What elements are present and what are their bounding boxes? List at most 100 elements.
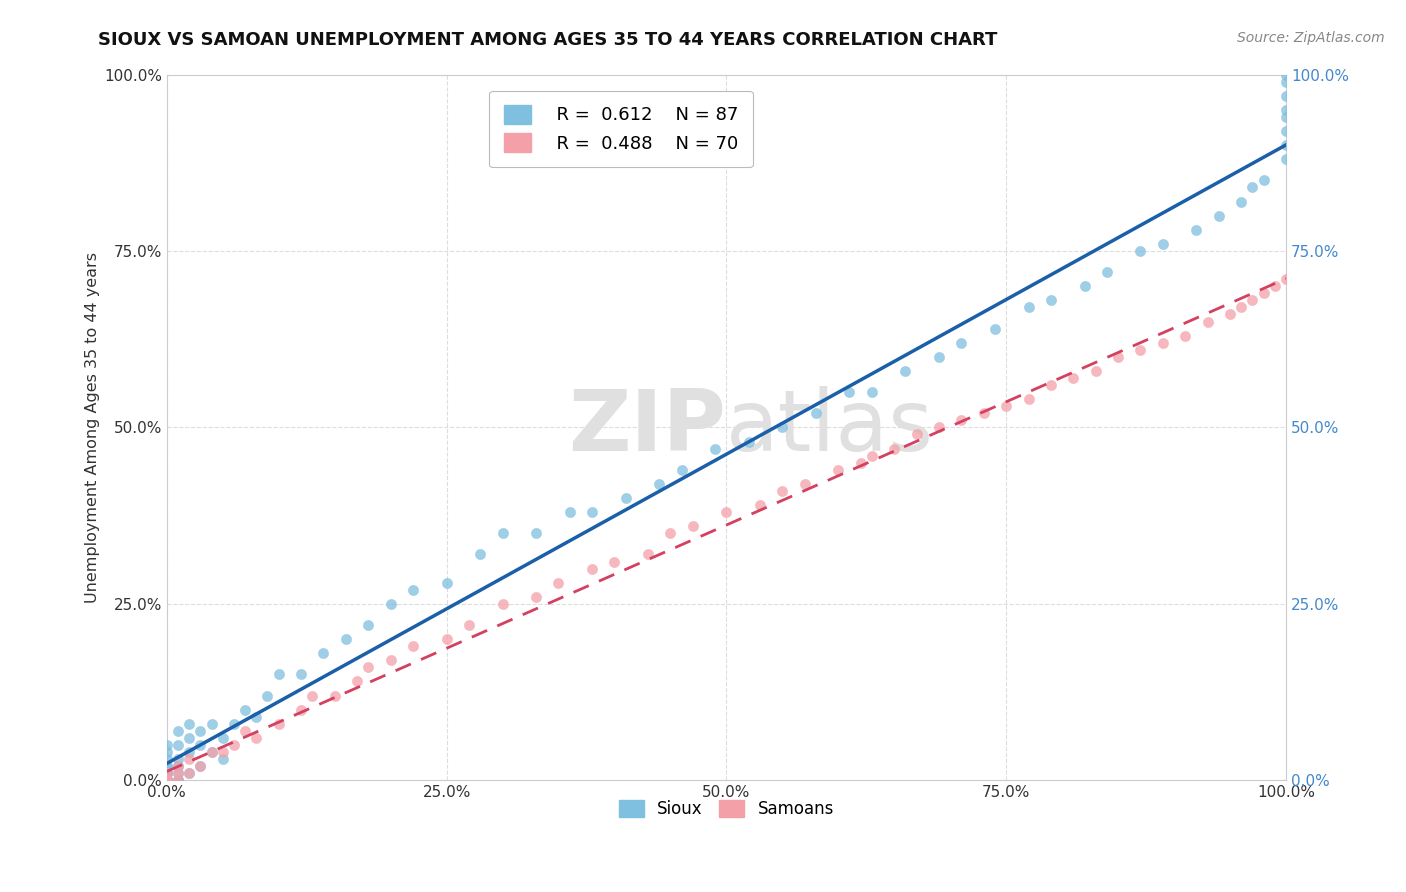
Point [267,667,290,681]
Point [491,597,513,611]
Point [156,773,179,788]
Point [793,476,815,491]
Point [167,773,190,788]
Point [256,689,278,703]
Point [167,773,190,788]
Point [200,716,222,731]
Point [167,752,190,766]
Point [156,766,179,780]
Point [301,689,323,703]
Point [222,738,245,752]
Point [167,759,190,773]
Point [436,632,458,647]
Point [1253,286,1275,301]
Point [245,731,267,745]
Point [849,456,872,470]
Point [179,745,201,759]
Point [458,618,481,632]
Point [179,766,201,780]
Point [357,660,380,674]
Point [1073,279,1095,293]
Point [860,385,883,400]
Point [156,773,179,788]
Point [211,731,233,745]
Point [156,773,179,788]
Point [211,752,233,766]
Point [156,766,179,780]
Point [156,773,179,788]
Point [1275,74,1298,88]
Point [1185,223,1208,237]
Point [156,773,179,788]
Point [156,773,179,788]
Point [357,618,380,632]
Point [156,773,179,788]
Point [1039,378,1062,392]
Point [558,505,581,519]
Point [267,716,290,731]
Point [827,463,849,477]
Point [156,773,179,788]
Point [167,773,190,788]
Point [179,752,201,766]
Point [1219,308,1241,322]
Point [156,773,179,788]
Point [1084,364,1107,378]
Point [156,766,179,780]
Point [380,653,402,667]
Point [1018,301,1040,315]
Point [436,575,458,590]
Point [312,646,335,660]
Point [167,766,190,780]
Point [1275,152,1298,166]
Point [1152,236,1174,251]
Point [770,483,793,498]
Point [167,759,190,773]
Point [156,752,179,766]
Point [222,716,245,731]
Point [1275,110,1298,124]
Point [179,766,201,780]
Point [1129,244,1152,258]
Point [860,449,883,463]
Point [603,554,626,568]
Point [1264,279,1286,293]
Point [200,745,222,759]
Point [659,526,682,541]
Point [290,703,312,717]
Point [984,321,1007,335]
Point [716,505,738,519]
Point [838,385,860,400]
Point [200,745,222,759]
Point [156,773,179,788]
Point [1230,301,1253,315]
Point [950,335,973,350]
Point [748,498,770,512]
Point [1253,173,1275,187]
Point [581,561,603,575]
Point [380,597,402,611]
Point [179,731,201,745]
Point [188,723,211,738]
Point [156,773,179,788]
Point [156,738,179,752]
Point [883,442,905,456]
Point [671,463,693,477]
Point [156,773,179,788]
Point [156,745,179,759]
Point [468,548,491,562]
Point [245,710,267,724]
Point [973,406,995,420]
Point [156,773,179,788]
Point [524,590,547,604]
Point [156,773,179,788]
Point [1275,103,1298,117]
Point [1039,293,1062,308]
Legend: Sioux, Samoans: Sioux, Samoans [612,793,841,825]
Point [894,364,917,378]
Point [547,575,569,590]
Point [637,548,659,562]
Point [346,674,368,689]
Point [928,420,950,434]
Point [524,526,547,541]
